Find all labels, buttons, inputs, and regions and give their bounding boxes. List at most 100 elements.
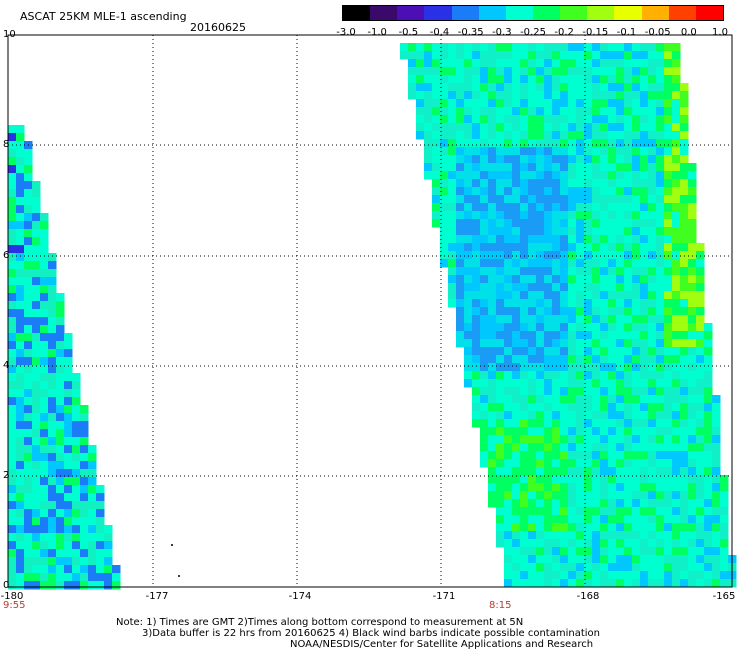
data-pixel (696, 275, 705, 284)
data-pixel (664, 539, 673, 548)
data-pixel (568, 163, 577, 172)
data-pixel (712, 443, 721, 452)
data-pixel (496, 467, 505, 476)
data-pixel (88, 573, 97, 582)
data-pixel (640, 515, 649, 524)
data-pixel (432, 147, 441, 156)
data-pixel (552, 251, 561, 260)
data-pixel (632, 547, 641, 556)
data-pixel (672, 267, 681, 276)
data-pixel (688, 227, 697, 236)
data-pixel (600, 251, 609, 260)
data-pixel (616, 51, 625, 60)
data-pixel (624, 91, 633, 100)
data-pixel (704, 491, 713, 500)
data-pixel (504, 243, 513, 252)
data-pixel (528, 235, 537, 244)
data-pixel (616, 43, 625, 52)
data-pixel (512, 227, 521, 236)
data-pixel (16, 237, 25, 246)
data-pixel (656, 307, 665, 316)
data-pixel (616, 203, 625, 212)
data-pixel (632, 123, 641, 132)
data-pixel (560, 123, 569, 132)
data-pixel (72, 389, 81, 398)
data-pixel (560, 259, 569, 268)
data-pixel (664, 491, 673, 500)
data-pixel (600, 275, 609, 284)
data-pixel (496, 419, 505, 428)
data-pixel (560, 483, 569, 492)
data-pixel (24, 285, 33, 294)
data-pixel (472, 123, 481, 132)
data-pixel (680, 187, 689, 196)
data-pixel (464, 43, 473, 52)
data-pixel (608, 163, 617, 172)
data-pixel (672, 123, 681, 132)
data-pixel (32, 365, 41, 374)
data-pixel (632, 499, 641, 508)
data-pixel (632, 147, 641, 156)
data-pixel (520, 195, 529, 204)
data-pixel (16, 429, 25, 438)
data-pixel (448, 275, 457, 284)
data-pixel (552, 155, 561, 164)
data-pixel (656, 395, 665, 404)
data-pixel (40, 325, 49, 334)
data-pixel (528, 427, 537, 436)
data-pixel (8, 293, 17, 302)
data-pixel (48, 549, 57, 558)
data-pixel (640, 547, 649, 556)
data-pixel (72, 565, 81, 574)
data-pixel (544, 347, 553, 356)
data-pixel (640, 147, 649, 156)
data-pixel (16, 229, 25, 238)
data-pixel (584, 507, 593, 516)
data-pixel (656, 515, 665, 524)
data-pixel (592, 563, 601, 572)
data-pixel (488, 387, 497, 396)
data-pixel (608, 83, 617, 92)
data-pixel (568, 483, 577, 492)
data-pixel (104, 525, 113, 534)
data-pixel (600, 411, 609, 420)
data-pixel (72, 469, 81, 478)
data-pixel (432, 211, 441, 220)
data-pixel (552, 443, 561, 452)
data-pixel (480, 251, 489, 260)
data-pixel (664, 395, 673, 404)
data-pixel (424, 83, 433, 92)
data-pixel (456, 99, 465, 108)
data-pixel (512, 163, 521, 172)
data-pixel (488, 347, 497, 356)
data-pixel (664, 387, 673, 396)
data-pixel (624, 467, 633, 476)
data-pixel (648, 555, 657, 564)
data-pixel (592, 395, 601, 404)
data-pixel (608, 579, 617, 588)
data-pixel (608, 91, 617, 100)
data-pixel (712, 515, 721, 524)
data-pixel (472, 67, 481, 76)
data-pixel (704, 499, 713, 508)
data-pixel (672, 299, 681, 308)
data-pixel (600, 203, 609, 212)
data-pixel (72, 557, 81, 566)
data-pixel (56, 325, 65, 334)
data-pixel (8, 493, 17, 502)
data-pixel (560, 515, 569, 524)
data-pixel (448, 139, 457, 148)
data-pixel (512, 579, 521, 588)
data-pixel (616, 139, 625, 148)
data-pixel (568, 243, 577, 252)
data-pixel (48, 397, 57, 406)
data-pixel (576, 347, 585, 356)
data-pixel (584, 179, 593, 188)
data-pixel (472, 299, 481, 308)
data-pixel (512, 187, 521, 196)
data-pixel (632, 467, 641, 476)
data-pixel (608, 99, 617, 108)
data-pixel (48, 293, 57, 302)
data-pixel (496, 395, 505, 404)
data-pixel (448, 203, 457, 212)
